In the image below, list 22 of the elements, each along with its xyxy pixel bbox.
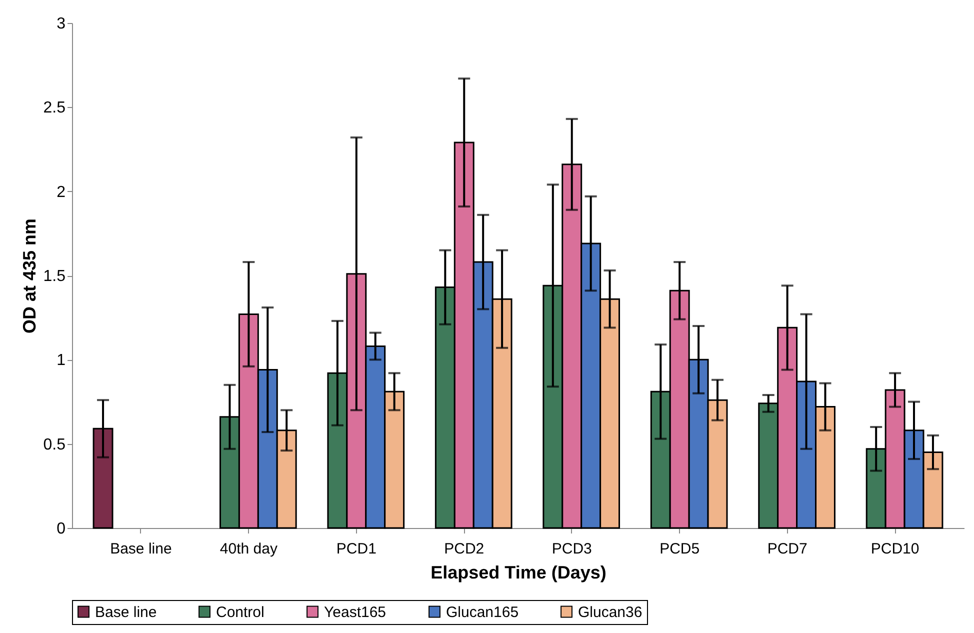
legend-label: Base line: [95, 604, 157, 621]
y-tick-label: 0: [56, 520, 66, 538]
x-axis-title: Elapsed Time (Days): [430, 562, 606, 582]
y-tick-label: 2: [56, 184, 66, 201]
x-tick-label: PCD7: [767, 540, 808, 558]
x-tick-label: Base line: [110, 540, 172, 558]
x-tick-label: 40th day: [220, 540, 278, 558]
x-tick-label: PCD10: [870, 540, 920, 558]
legend-label: Glucan165: [446, 604, 519, 621]
x-tick-label: PCD5: [660, 540, 700, 558]
y-tick-label: 1.5: [43, 268, 66, 285]
y-tick-label: 2.5: [43, 100, 66, 117]
legend-label: Control: [216, 604, 264, 621]
y-tick-label: 1: [56, 352, 66, 370]
y-tick-label: 3: [56, 16, 66, 32]
x-tick-label: PCD2: [444, 540, 484, 558]
y-tick-label: 0.5: [43, 436, 66, 454]
legend-label: Glucan36: [578, 604, 642, 621]
x-tick-label: PCD1: [336, 540, 376, 558]
legend-label: Yeast165: [324, 604, 386, 621]
x-tick-label: PCD3: [552, 540, 592, 558]
y-axis-title: OD at 435 nm: [19, 218, 40, 334]
